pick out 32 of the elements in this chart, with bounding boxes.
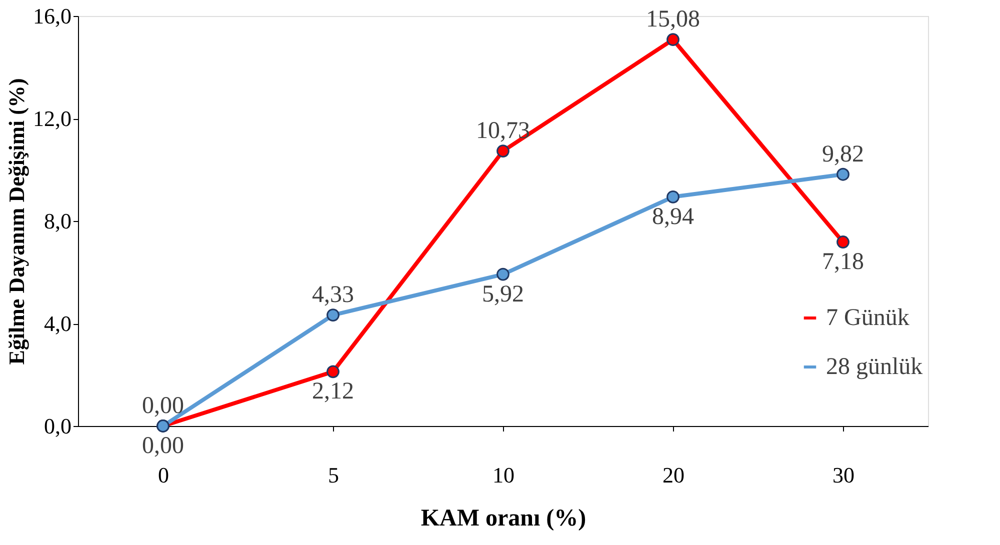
point (666, 190, 680, 204)
y-axis-title: Eğilme Dayanım Değişimi (%) (4, 78, 29, 365)
data-label: 2,12 (312, 378, 354, 405)
point (326, 308, 340, 322)
legend-label: 7 Günük (826, 305, 910, 331)
point (326, 365, 340, 378)
x-tick-label: 10 (492, 462, 514, 488)
data-label: 7,18 (822, 249, 864, 276)
y-tick-label: 12,0 (33, 106, 72, 131)
point (496, 268, 510, 281)
data-label: 10,73 (476, 118, 530, 144)
x-tick-label: 30 (832, 462, 854, 488)
data-label: 0,00 (142, 433, 184, 459)
point (836, 168, 850, 181)
point (836, 236, 850, 248)
y-tick-label: 16,0 (33, 4, 72, 28)
data-label: 4,33 (312, 282, 354, 308)
y-tick-label: 4,0 (44, 311, 72, 336)
x-axis-title: KAM oranı (%) (420, 506, 586, 532)
data-label: 15,08 (646, 6, 700, 33)
x-tick-label: 5 (328, 462, 339, 488)
x-tick-label: 0 (158, 462, 169, 488)
data-label: 9,82 (822, 141, 864, 168)
x-tick-label: 20 (662, 462, 684, 488)
point (496, 144, 510, 158)
y-tick-label: 0,0 (44, 414, 72, 438)
data-label: 5,92 (482, 281, 524, 308)
point (666, 33, 680, 46)
data-label: 8,94 (652, 204, 694, 230)
data-label: 0,00 (142, 393, 184, 419)
y-tick-label: 8,0 (44, 208, 72, 234)
legend-label: 28 günlük (826, 354, 923, 380)
